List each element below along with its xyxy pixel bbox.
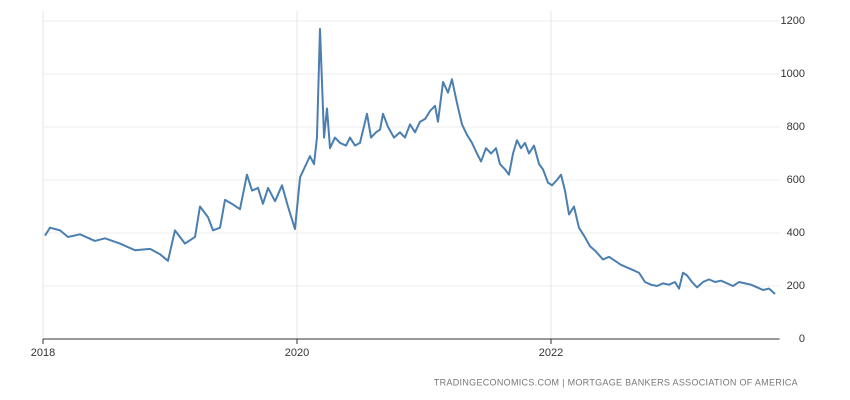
source-note: TRADINGECONOMICS.COM | MORTGAGE BANKERS … [434, 377, 798, 387]
y-tick-label: 0 [799, 333, 805, 345]
x-tick-label: 2022 [539, 347, 563, 359]
y-tick-label: 1000 [781, 68, 805, 80]
x-tick-label: 2020 [285, 347, 309, 359]
y-tick-label: 600 [787, 174, 805, 186]
data-line [44, 27, 776, 295]
y-tick-label: 800 [787, 121, 805, 133]
y-tick-label: 400 [787, 227, 805, 239]
y-tick-label: 1200 [781, 15, 805, 27]
y-tick-label: 200 [787, 280, 805, 292]
x-tick-label: 2018 [31, 347, 55, 359]
